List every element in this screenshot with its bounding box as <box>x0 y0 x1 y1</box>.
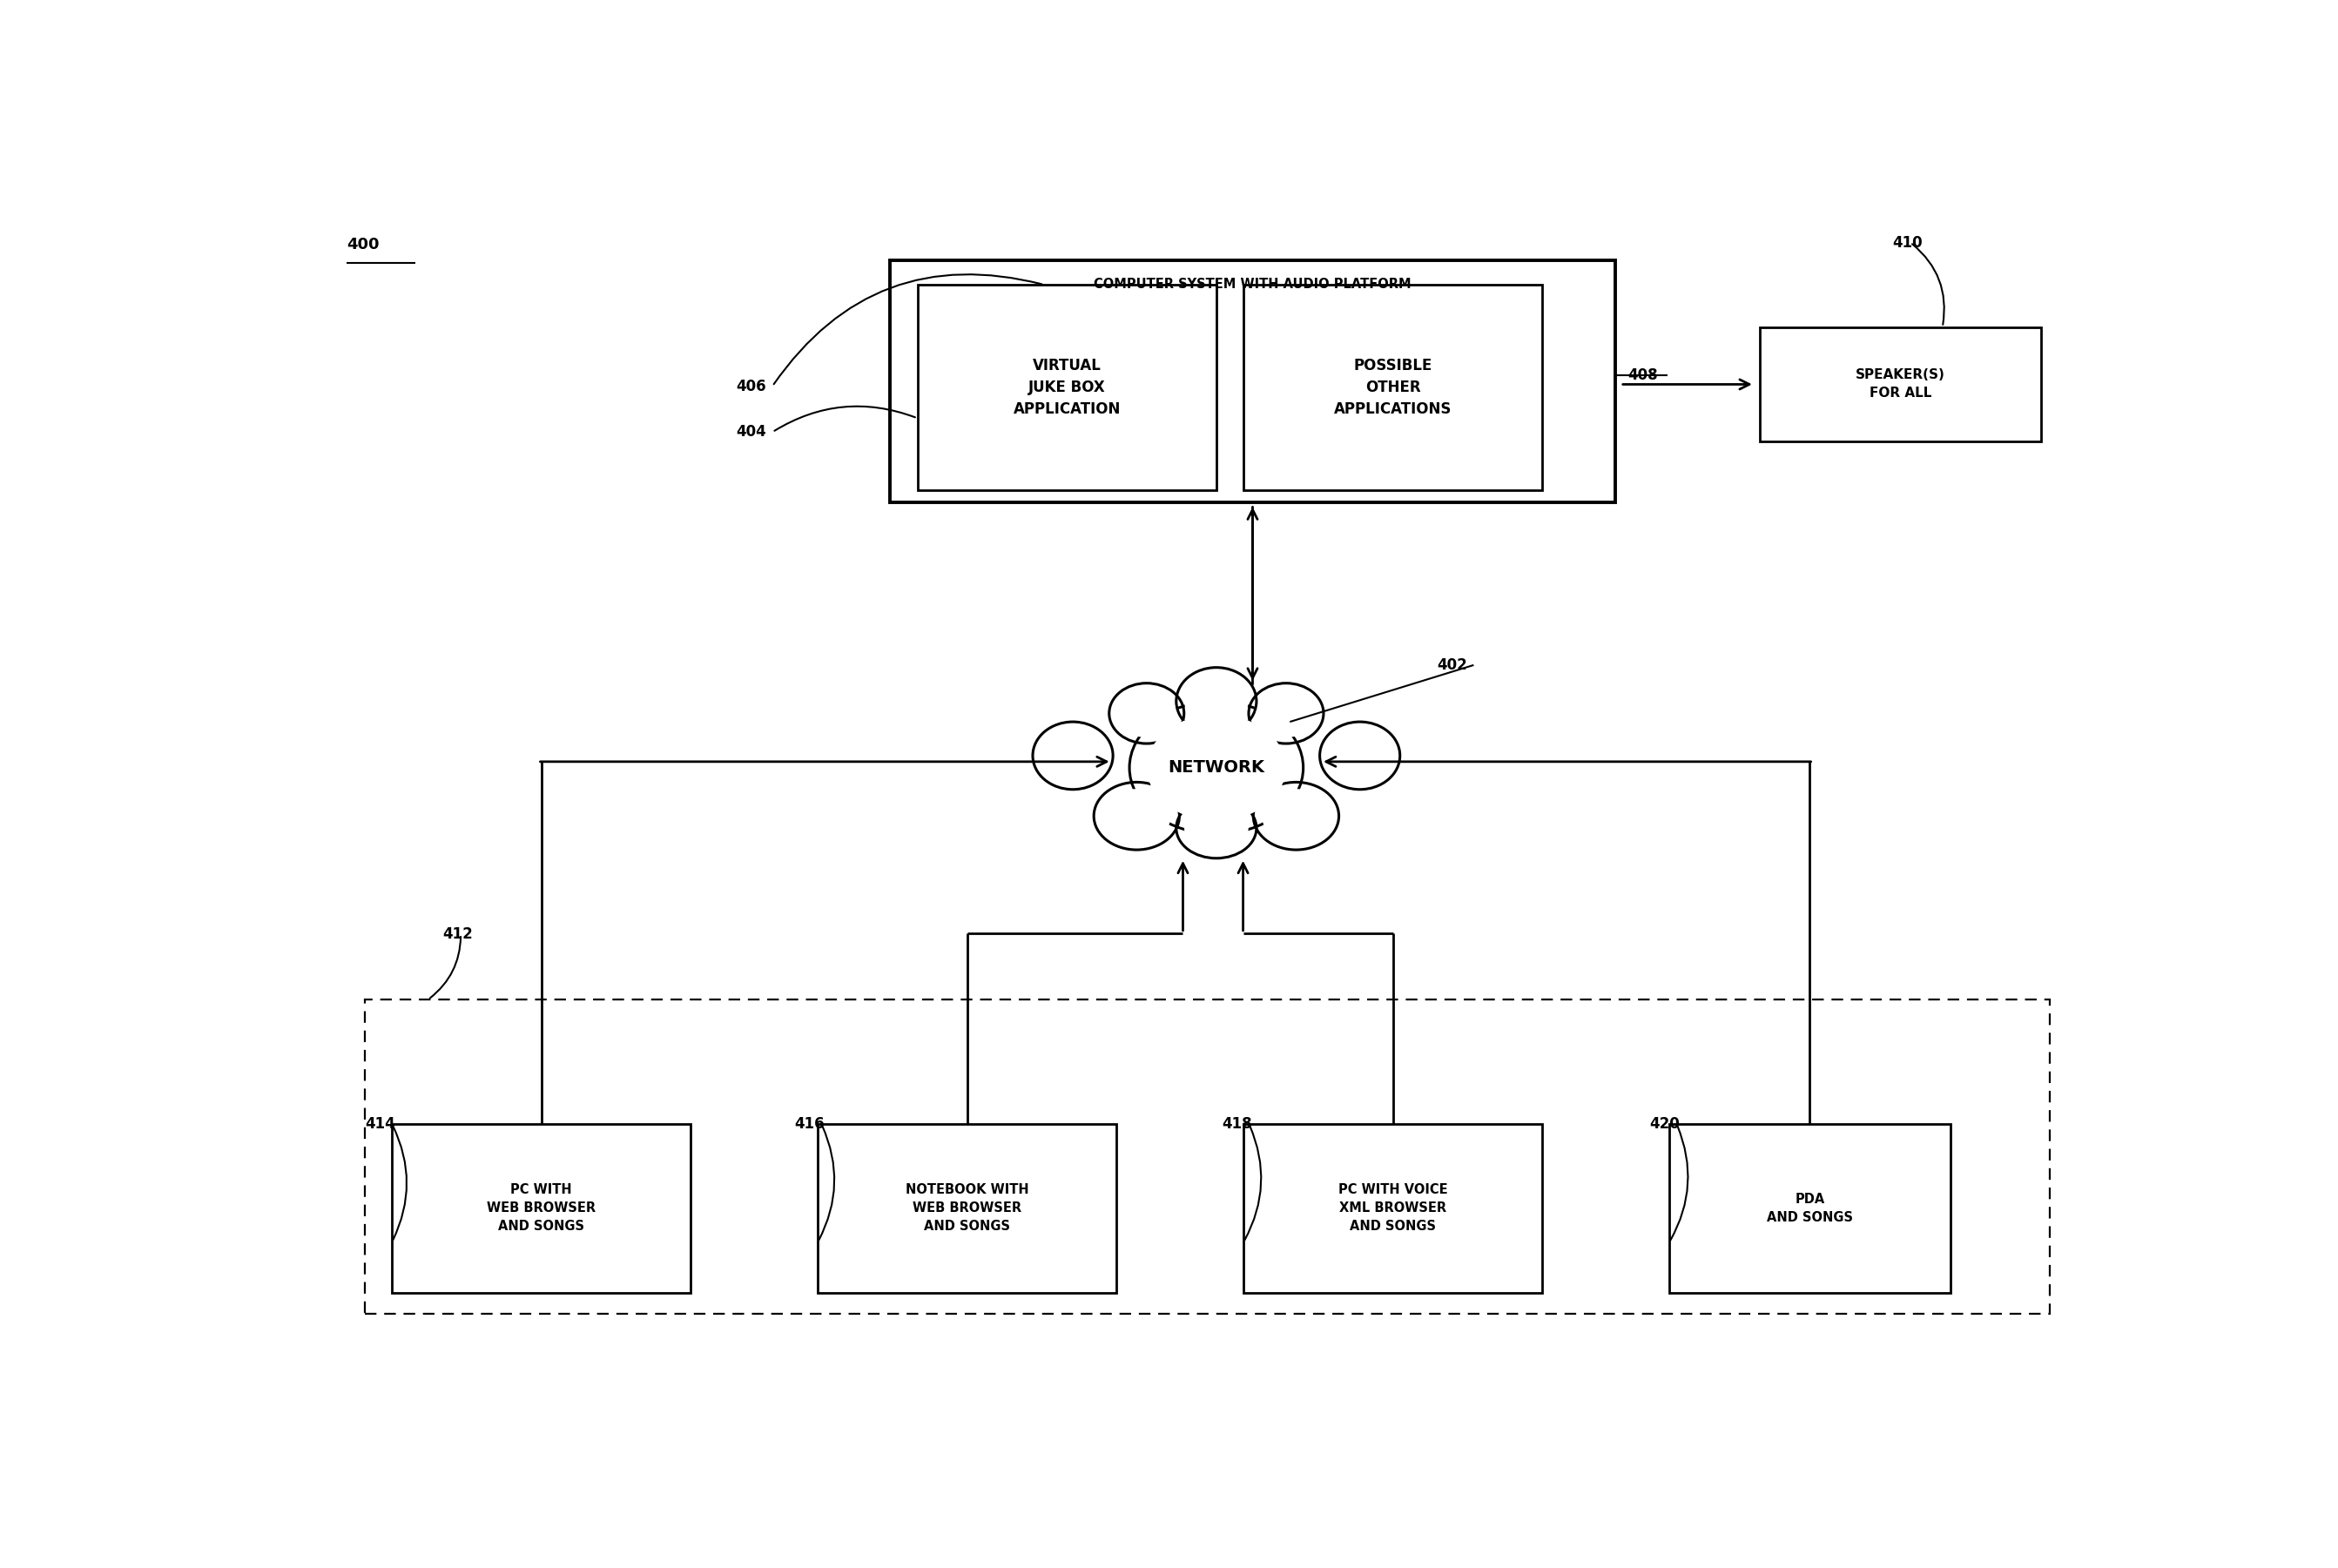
Text: 418: 418 <box>1223 1116 1251 1132</box>
Text: NETWORK: NETWORK <box>1169 759 1265 776</box>
Text: 402: 402 <box>1438 657 1468 673</box>
Text: 414: 414 <box>365 1116 395 1132</box>
Bar <box>393 1124 692 1294</box>
Text: 416: 416 <box>795 1116 825 1132</box>
Ellipse shape <box>1319 721 1400 789</box>
Ellipse shape <box>1328 729 1391 782</box>
Bar <box>891 260 1616 502</box>
Ellipse shape <box>1263 789 1330 844</box>
Text: NOTEBOOK WITH
WEB BROWSER
AND SONGS: NOTEBOOK WITH WEB BROWSER AND SONGS <box>905 1184 1029 1232</box>
Ellipse shape <box>1176 668 1256 735</box>
Ellipse shape <box>1256 690 1316 737</box>
Text: COMPUTER SYSTEM WITH AUDIO PLATFORM: COMPUTER SYSTEM WITH AUDIO PLATFORM <box>1094 278 1412 290</box>
Text: 404: 404 <box>736 425 767 441</box>
Text: 412: 412 <box>442 927 472 942</box>
Ellipse shape <box>1118 690 1176 737</box>
Ellipse shape <box>1253 782 1340 850</box>
Ellipse shape <box>1185 804 1248 853</box>
Bar <box>365 999 2050 1314</box>
Text: POSSIBLE
OTHER
APPLICATIONS: POSSIBLE OTHER APPLICATIONS <box>1335 358 1452 417</box>
Ellipse shape <box>1176 798 1256 858</box>
Bar <box>818 1124 1118 1294</box>
Bar <box>1761 328 2041 442</box>
Bar <box>1244 1124 1543 1294</box>
Text: VIRTUAL
JUKE BOX
APPLICATION: VIRTUAL JUKE BOX APPLICATION <box>1012 358 1120 417</box>
Ellipse shape <box>1040 729 1106 782</box>
Text: 406: 406 <box>736 378 767 394</box>
Text: PDA
AND SONGS: PDA AND SONGS <box>1768 1193 1852 1225</box>
Ellipse shape <box>1129 701 1302 834</box>
Text: SPEAKER(S)
FOR ALL: SPEAKER(S) FOR ALL <box>1856 368 1945 400</box>
Bar <box>916 285 1216 491</box>
Text: 420: 420 <box>1648 1116 1679 1132</box>
Ellipse shape <box>1104 789 1171 844</box>
Bar <box>1669 1124 1950 1294</box>
Ellipse shape <box>1185 674 1248 728</box>
Ellipse shape <box>1148 715 1286 820</box>
Text: 408: 408 <box>1627 367 1658 383</box>
Ellipse shape <box>1248 684 1323 743</box>
Ellipse shape <box>1108 684 1183 743</box>
Text: PC WITH
WEB BROWSER
AND SONGS: PC WITH WEB BROWSER AND SONGS <box>486 1184 596 1232</box>
Text: 410: 410 <box>1891 235 1922 251</box>
Ellipse shape <box>1033 721 1113 789</box>
Bar <box>1244 285 1543 491</box>
Text: PC WITH VOICE
XML BROWSER
AND SONGS: PC WITH VOICE XML BROWSER AND SONGS <box>1337 1184 1447 1232</box>
Text: 400: 400 <box>346 237 379 252</box>
Ellipse shape <box>1094 782 1178 850</box>
